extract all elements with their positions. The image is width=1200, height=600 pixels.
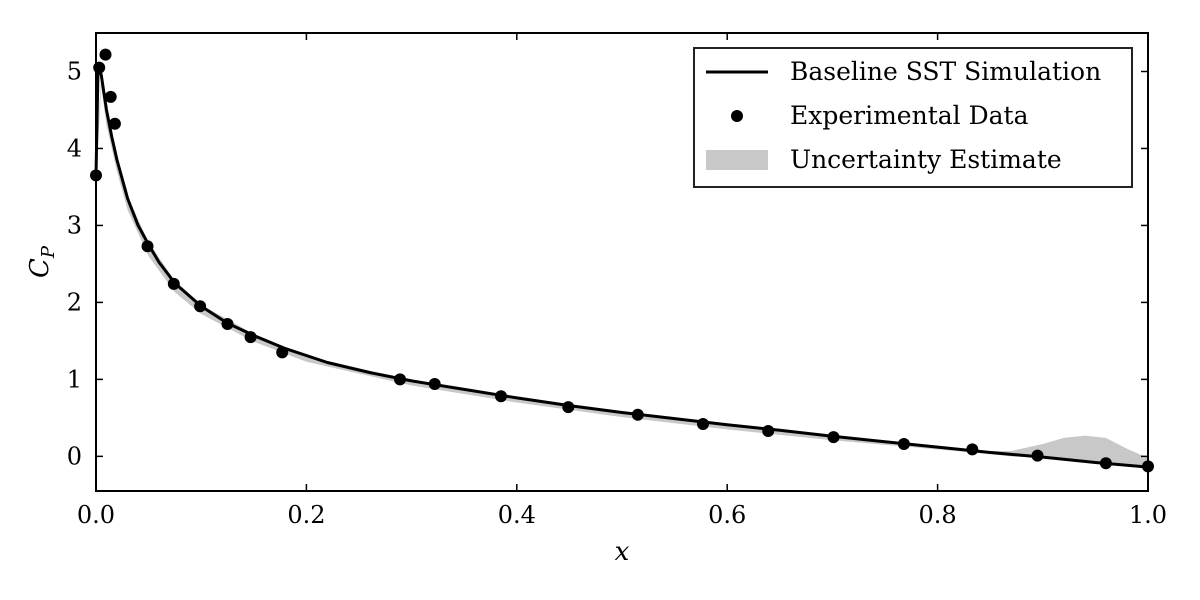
- experimental-point: [631, 408, 644, 421]
- experimental-point: [141, 240, 154, 253]
- legend: Baseline SST Simulation Experimental Dat…: [693, 47, 1133, 188]
- experimental-point: [966, 443, 979, 456]
- y-axis-label: CP: [25, 245, 59, 278]
- simulation-line: [94, 62, 1149, 469]
- experimental-point: [827, 431, 840, 444]
- experimental-point: [244, 331, 257, 344]
- experimental-point: [1099, 457, 1112, 470]
- experimental-point: [1031, 449, 1044, 462]
- legend-label-experimental: Experimental Data: [790, 101, 1029, 130]
- legend-swatch-dot: [731, 110, 743, 122]
- legend-swatch-band: [706, 150, 768, 170]
- experimental-point: [562, 401, 575, 414]
- experimental-point: [762, 425, 775, 437]
- experimental-point: [897, 438, 910, 450]
- simulation-line-layer: [94, 62, 1149, 469]
- experimental-point: [276, 346, 289, 359]
- plot-frame: [95, 32, 1149, 492]
- x-tick-label: 1.0: [1129, 501, 1167, 529]
- experimental-point: [99, 48, 112, 61]
- legend-label-simulation: Baseline SST Simulation: [790, 57, 1101, 86]
- x-tick-label: 0.0: [77, 501, 115, 529]
- experimental-point: [221, 318, 234, 330]
- x-tick-label: 0.6: [708, 501, 746, 529]
- y-tick-label: 4: [67, 134, 82, 162]
- y-tick-label: 0: [67, 442, 82, 470]
- y-tick-label: 1: [67, 365, 82, 393]
- y-axis-label-main: C: [25, 258, 55, 278]
- experimental-point: [104, 90, 117, 103]
- y-tick-label: 3: [67, 211, 82, 239]
- tick-layer: 0.0 0.2 0.4 0.6 0.8 1.0 0 1 2 3 4 5: [67, 33, 1167, 529]
- x-axis-label: x: [615, 537, 630, 567]
- x-tick-label: 0.4: [498, 501, 536, 529]
- experimental-point: [428, 378, 441, 390]
- y-tick-label: 5: [67, 57, 82, 85]
- experimental-point: [697, 418, 709, 430]
- x-tick-label: 0.2: [287, 501, 325, 529]
- experimental-point: [167, 277, 180, 290]
- legend-label-uncertainty: Uncertainty Estimate: [790, 145, 1062, 174]
- experimental-point: [194, 300, 207, 313]
- y-tick-label: 2: [67, 288, 82, 316]
- x-tick-label: 0.8: [919, 501, 957, 529]
- experimental-point: [495, 390, 507, 403]
- experimental-point: [394, 373, 406, 386]
- experimental-point: [108, 117, 121, 130]
- y-axis-label-subscript: P: [38, 245, 59, 259]
- experimental-points-layer: [90, 48, 1154, 473]
